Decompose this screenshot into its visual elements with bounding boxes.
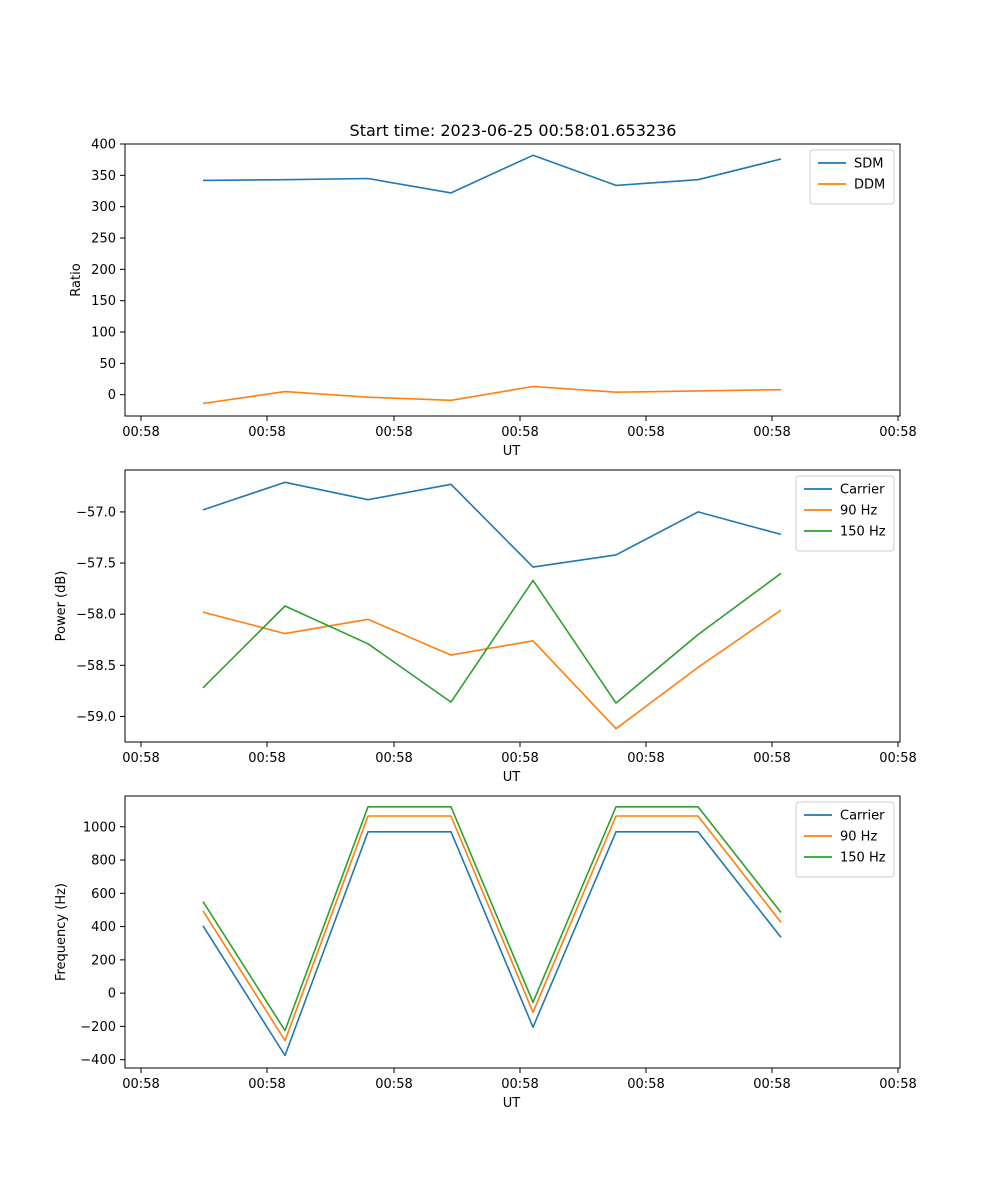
legend-box [795, 475, 895, 552]
chart-panel-1: 00:58 00:58 00:58 00:58 00:58 00:58 00:58 0 50 10… [69, 138, 917, 460]
legend-entry: DDM [854, 178, 885, 193]
legend-entry: Carrier [840, 809, 885, 824]
y-tick-label: 800 [91, 854, 116, 869]
legend-entry: Carrier [840, 483, 885, 498]
axes-frame [124, 795, 901, 1069]
y-tick-label: 0 [108, 987, 116, 1002]
axes-frame [124, 143, 901, 417]
series-line-sdm [202, 154, 782, 194]
y-tick-label: −58.5 [76, 659, 116, 674]
y-axis-label: Power (dB) [54, 571, 69, 642]
legend-box [795, 801, 895, 878]
series-line-carrier [202, 830, 782, 1057]
legend: Carrier 90 Hz 150 Hz [795, 801, 895, 878]
x-axis-label: UT [503, 444, 521, 459]
y-axis-label: Frequency (Hz) [54, 883, 69, 981]
x-tick-label: 00:58 [122, 425, 159, 440]
y-tick-label: 0 [108, 388, 116, 403]
legend: SDM DDM [809, 149, 895, 205]
series-line-150-hz [202, 805, 782, 1032]
y-tick-label: 400 [91, 920, 116, 935]
x-tick-label: 00:58 [248, 425, 285, 440]
x-axis-label: UT [503, 770, 521, 785]
x-tick-label: 00:58 [627, 1077, 664, 1092]
x-tick-label: 00:58 [501, 425, 538, 440]
y-tick-label: 1000 [83, 820, 116, 835]
axes-frame [124, 469, 901, 743]
y-tick-label: −400 [80, 1053, 116, 1068]
y-tick-label: −59.0 [76, 710, 116, 725]
x-tick-label: 00:58 [375, 425, 412, 440]
legend-entry: SDM [854, 157, 883, 172]
series-line-ddm [202, 385, 782, 405]
x-tick-label: 00:58 [753, 425, 790, 440]
legend-entry: 150 Hz [840, 525, 886, 540]
x-tick-label: 00:58 [879, 1077, 916, 1092]
x-tick-label: 00:58 [753, 751, 790, 766]
x-tick-label: 00:58 [627, 751, 664, 766]
legend-entry: 90 Hz [840, 830, 877, 845]
y-tick-label: −57.0 [76, 505, 116, 520]
x-tick-label: 00:58 [248, 751, 285, 766]
y-tick-label: 100 [91, 326, 116, 341]
chart-panel-3: 00:58 00:58 00:58 00:58 00:58 00:58 00:58 −400 −… [54, 795, 917, 1111]
legend: Carrier 90 Hz 150 Hz [795, 475, 895, 552]
x-tick-label: 00:58 [122, 751, 159, 766]
y-tick-label: 50 [99, 357, 116, 372]
chart-panel-2: 00:58 00:58 00:58 00:58 00:58 00:58 00:58 −59.0… [54, 469, 917, 785]
x-tick-label: 00:58 [879, 425, 916, 440]
y-tick-label: −200 [80, 1020, 116, 1035]
x-tick-label: 00:58 [753, 1077, 790, 1092]
x-tick-label: 00:58 [248, 1077, 285, 1092]
legend-entry: 90 Hz [840, 504, 877, 519]
y-tick-label: 200 [91, 953, 116, 968]
x-tick-label: 00:58 [627, 425, 664, 440]
y-tick-label: 350 [91, 169, 116, 184]
series-line-150-hz [202, 572, 782, 704]
x-tick-label: 00:58 [501, 1077, 538, 1092]
y-axis-label: Ratio [69, 263, 84, 296]
y-tick-label: 250 [91, 232, 116, 247]
x-tick-label: 00:58 [879, 751, 916, 766]
series-line-carrier [202, 481, 782, 568]
y-tick-label: 200 [91, 263, 116, 278]
series-line-90-hz [202, 609, 782, 730]
x-tick-label: 00:58 [375, 1077, 412, 1092]
y-tick-label: −58.0 [76, 608, 116, 623]
legend-entry: 150 Hz [840, 851, 886, 866]
figure-title: Start time: 2023-06-25 00:58:01.653236 [350, 121, 677, 140]
y-tick-label: −57.5 [76, 557, 116, 572]
x-axis-label: UT [503, 1096, 521, 1111]
y-tick-label: 300 [91, 200, 116, 215]
x-tick-label: 00:58 [122, 1077, 159, 1092]
x-tick-label: 00:58 [375, 751, 412, 766]
x-tick-label: 00:58 [501, 751, 538, 766]
y-tick-label: 400 [91, 138, 116, 153]
y-tick-label: 600 [91, 887, 116, 902]
series-line-90-hz [202, 815, 782, 1042]
y-tick-label: 150 [91, 294, 116, 309]
